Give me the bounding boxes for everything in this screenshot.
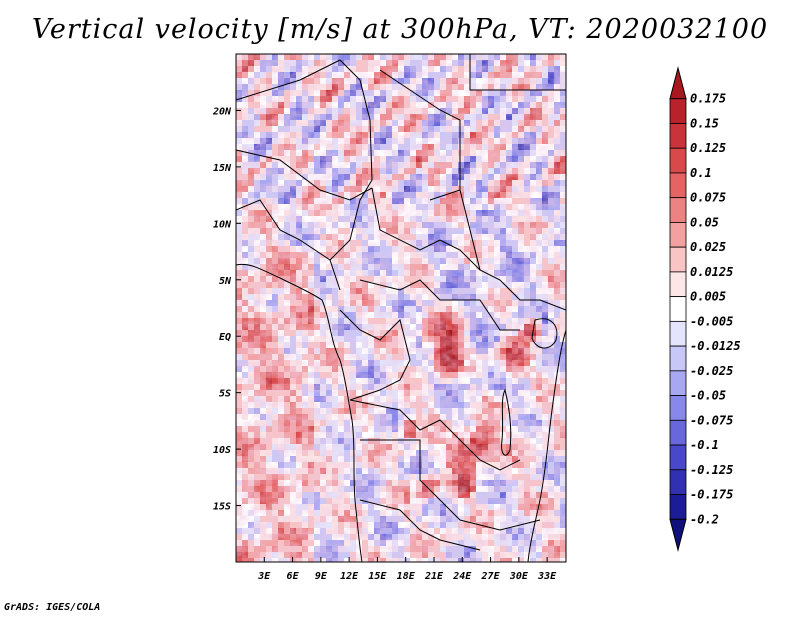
x-tick-label: 15E [368, 571, 387, 582]
colorbar-label: -0.075 [690, 413, 733, 427]
colorbar-swatch [669, 370, 687, 396]
x-tick-label: 3E [257, 571, 271, 582]
colorbar-label: -0.175 [690, 488, 733, 502]
colorbar-swatch [669, 320, 687, 347]
x-tick-label: 18E [397, 571, 416, 582]
y-axis: 20N 15N 10N 5N EQ 5S 10S 15S [212, 106, 241, 513]
coastline-east [527, 329, 566, 562]
colorbar-swatch [669, 419, 687, 446]
colorbar-swatch [669, 172, 687, 199]
grads-credit: GrADS: IGES/COLA [4, 602, 101, 613]
map-panel [236, 54, 566, 562]
colorbar-swatch [669, 197, 687, 223]
y-tick-label: 10S [213, 445, 231, 456]
colorbar-label: 0.15 [690, 116, 719, 130]
border-line-10 [360, 439, 541, 531]
colorbar-swatch [669, 444, 687, 471]
colorbar-label: 0.075 [690, 191, 726, 205]
x-tick-label: 9E [315, 571, 328, 582]
y-tick-label: 15S [213, 502, 231, 513]
y-tick-label: 10N [213, 219, 232, 230]
border-line-9 [349, 399, 521, 471]
y-tick-label: 5N [219, 276, 232, 287]
colorbar-label: 0.005 [690, 290, 726, 304]
colorbar-arrow-top [669, 66, 687, 100]
colorbar-label: -0.025 [690, 364, 733, 378]
border-line-1 [236, 59, 461, 201]
x-tick-label: 30E [509, 571, 529, 582]
colorbar: 0.175 0.15 0.125 0.1 0.075 0.05 0.025 0.0125 0.0… [669, 66, 741, 552]
noise-overlay [236, 54, 566, 562]
colorbar-swatch [669, 494, 687, 520]
colorbar-label: -0.005 [690, 314, 733, 328]
map-frame [235, 53, 567, 563]
colorbar-swatch [669, 296, 687, 322]
colorbar-label: 0.1 [690, 166, 712, 180]
colorbar-swatch [669, 246, 687, 273]
border-line-2 [329, 59, 373, 261]
colorbar-swatch [669, 123, 687, 149]
colorbar-label: 0.05 [690, 215, 719, 229]
colorbar-label: -0.2 [690, 512, 719, 526]
colorbar-label: -0.0125 [690, 339, 741, 353]
colorbar-label: 0.125 [690, 141, 726, 155]
country-borders [236, 54, 566, 562]
border-line-7 [359, 279, 520, 331]
y-tick-label: 5S [219, 389, 231, 400]
coastline-west [236, 263, 363, 562]
colorbar-arrow-bottom [669, 518, 687, 552]
colorbar-swatch [669, 469, 687, 495]
colorbar-swatch [669, 271, 687, 298]
x-tick-label: 21E [424, 571, 444, 582]
border-line-3 [236, 149, 373, 201]
colorbar-label: 0.0125 [690, 265, 733, 279]
x-tick-label: 24E [452, 571, 472, 582]
colorbar-label: -0.125 [690, 463, 733, 477]
x-tick-label: 33E [537, 571, 557, 582]
border-line-12 [469, 54, 566, 91]
colorbar-swatch [669, 395, 687, 421]
colorbar-swatch [669, 345, 687, 372]
colorbar-swatch [669, 147, 687, 174]
border-line-6 [459, 189, 481, 271]
y-tick-label: 20N [212, 106, 232, 117]
border-line-5 [371, 187, 566, 311]
colorbar-swatch [669, 98, 687, 124]
border-line-11 [359, 499, 481, 551]
colorbar-label: 0.025 [690, 240, 726, 254]
lake-tanganyika [501, 388, 512, 456]
border-line-4 [236, 199, 341, 291]
chart-title: Vertical velocity [m/s] at 300hPa, VT: 2… [31, 14, 769, 45]
x-tick-label: 6E [287, 571, 300, 582]
y-tick-label: EQ [219, 332, 231, 343]
colorbar-swatch [669, 222, 687, 248]
y-tick-label: 15N [213, 163, 232, 174]
colorbar-label: -0.1 [690, 438, 719, 452]
colorbar-label: 0.175 [690, 92, 726, 106]
border-line-8 [339, 309, 411, 401]
x-tick-label: 27E [481, 571, 501, 582]
x-tick-label: 12E [340, 571, 359, 582]
lake-victoria [531, 318, 558, 349]
x-axis: 3E 6E 9E 12E 15E 18E 21E 24E 27E 30E 33E [257, 557, 557, 582]
colorbar-label: -0.05 [690, 389, 726, 403]
